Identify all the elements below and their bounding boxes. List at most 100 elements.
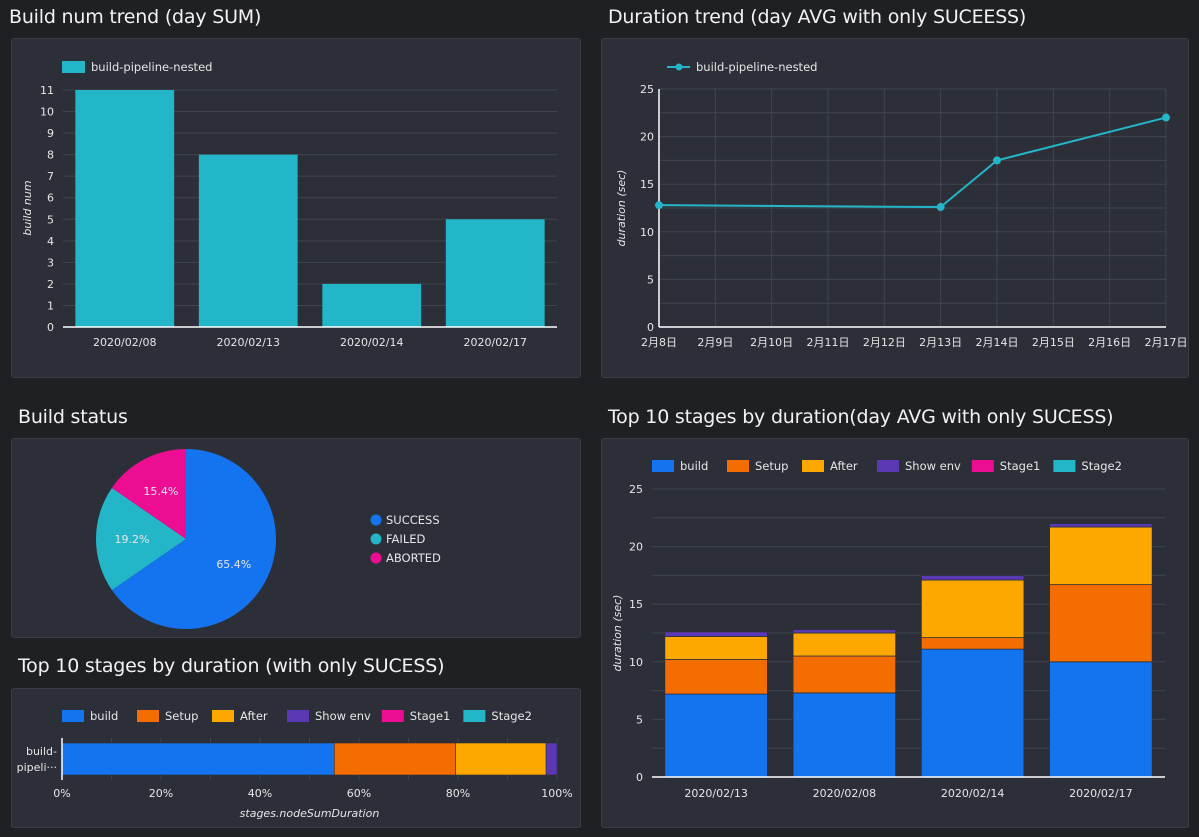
y-tick-label: 9 <box>47 127 54 140</box>
x-tick-label: 2月8日 <box>641 336 677 349</box>
legend-swatch-show-env[interactable] <box>287 710 309 722</box>
data-point[interactable] <box>655 201 663 210</box>
legend-label: Show env <box>905 459 961 473</box>
bar-segment-show-env[interactable] <box>545 742 558 776</box>
bar-segment-after[interactable] <box>792 632 897 657</box>
bar-segment-setup[interactable] <box>1049 584 1153 663</box>
bar-segment-show-env[interactable] <box>664 631 768 637</box>
x-tick-label: 2020/02/14 <box>941 787 1004 800</box>
bar-segment-after[interactable] <box>455 742 547 776</box>
legend-dot-success[interactable] <box>370 514 382 526</box>
legend-swatch-stage2[interactable] <box>463 710 486 722</box>
bar-segment-setup[interactable] <box>333 742 456 776</box>
bar-segment-after[interactable] <box>1049 526 1153 586</box>
y-tick-label: 7 <box>47 170 54 183</box>
y-tick-label: 25 <box>629 483 643 496</box>
legend-label: After <box>830 459 858 473</box>
x-tick-label: 2020/02/14 <box>340 336 403 349</box>
chart-title-build-status: Build status <box>18 406 128 428</box>
y-axis-title: duration (sec) <box>611 595 624 672</box>
y-tick-label: 15 <box>640 178 654 191</box>
bar-segment-after[interactable] <box>664 636 768 660</box>
pie-slice-failed[interactable] <box>96 487 186 591</box>
bar-segment-setup[interactable] <box>792 655 897 694</box>
legend-swatch-setup[interactable] <box>727 460 749 472</box>
x-tick-label: 100% <box>541 787 572 800</box>
y-tick-label: 0 <box>47 321 54 334</box>
x-tick-label: 0% <box>53 787 70 800</box>
x-tick-label: 2月11日 <box>807 336 850 349</box>
legend-dot-failed[interactable] <box>370 533 382 545</box>
y-tick-label: 2 <box>47 278 54 291</box>
legend-label: Show env <box>315 709 371 723</box>
data-point[interactable] <box>993 156 1001 165</box>
chart-title-build-num-trend: Build num trend (day SUM) <box>9 6 262 28</box>
pie-slice-aborted[interactable] <box>111 449 186 539</box>
y-tick-label: 15 <box>629 598 643 611</box>
bar-segment-show-env[interactable] <box>792 629 897 634</box>
bar-2020/02/14[interactable] <box>322 283 422 327</box>
legend-label: build <box>90 709 118 723</box>
legend-swatch-after[interactable] <box>212 710 234 722</box>
pie-label-success: 65.4% <box>216 558 251 571</box>
legend-dot-aborted[interactable] <box>370 552 382 564</box>
x-tick-label: 20% <box>149 787 173 800</box>
y-category-label: build- <box>26 745 57 758</box>
bar-segment-after[interactable] <box>920 579 1025 639</box>
x-tick-label: 2月14日 <box>976 336 1019 349</box>
pie-label-aborted: 15.4% <box>143 485 178 498</box>
y-tick-label: 11 <box>40 84 54 97</box>
y-category-label: pipeli··· <box>17 761 57 774</box>
x-tick-label: 40% <box>248 787 272 800</box>
data-point[interactable] <box>936 203 945 212</box>
legend-swatch-build[interactable] <box>652 460 674 472</box>
bar-2020/02/08[interactable] <box>75 90 175 327</box>
legend-swatch-build-pipeline-nested[interactable] <box>62 61 85 73</box>
x-tick-label: 2月17日 <box>1145 336 1188 349</box>
y-tick-label: 0 <box>647 321 654 334</box>
legend-label: build <box>680 459 708 473</box>
legend-swatch-stage1[interactable] <box>971 460 994 472</box>
legend-label: SUCCESS <box>386 513 440 527</box>
y-tick-label: 1 <box>47 299 54 312</box>
x-tick-label: 2月16日 <box>1088 336 1131 349</box>
bar-segment-build[interactable] <box>1049 661 1153 778</box>
y-tick-label: 25 <box>640 83 654 96</box>
legend-label: Setup <box>165 709 198 723</box>
x-tick-label: 2020/02/13 <box>684 787 747 800</box>
legend-label: Setup <box>755 459 788 473</box>
y-tick-label: 20 <box>629 541 643 554</box>
bar-segment-show-env[interactable] <box>920 575 1025 581</box>
x-tick-label: 2020/02/08 <box>93 336 156 349</box>
legend-swatch-setup[interactable] <box>137 710 159 722</box>
x-tick-label: 2月10日 <box>750 336 793 349</box>
x-tick-label: 2020/02/17 <box>464 336 527 349</box>
legend-swatch-stage1[interactable] <box>381 710 404 722</box>
x-tick-label: 2020/02/13 <box>217 336 280 349</box>
bar-segment-build[interactable] <box>920 648 1025 778</box>
bar-segment-setup[interactable] <box>920 637 1025 650</box>
pie-slice-success[interactable] <box>111 449 276 629</box>
legend-swatch-stage2[interactable] <box>1053 460 1076 472</box>
y-tick-label: 8 <box>47 149 54 162</box>
series-line-build-pipeline-nested[interactable] <box>658 116 1167 209</box>
data-point[interactable] <box>1162 113 1170 122</box>
y-tick-label: 20 <box>640 131 654 144</box>
y-tick-label: 10 <box>640 226 654 239</box>
legend-label: build-pipeline-nested <box>696 60 817 74</box>
pie-label-failed: 19.2% <box>115 533 150 546</box>
bar-segment-build[interactable] <box>792 692 897 778</box>
bar-segment-build[interactable] <box>61 742 335 776</box>
legend-swatch-after[interactable] <box>802 460 824 472</box>
bar-segment-build[interactable] <box>664 693 768 778</box>
bar-segment-setup[interactable] <box>664 659 768 695</box>
x-tick-label: 2月15日 <box>1032 336 1075 349</box>
legend-swatch-build[interactable] <box>62 710 84 722</box>
bar-2020/02/13[interactable] <box>198 154 298 327</box>
legend-label: FAILED <box>386 532 425 546</box>
legend-swatch-show-env[interactable] <box>877 460 899 472</box>
bar-segment-show-env[interactable] <box>1049 523 1153 528</box>
y-axis-title: duration (sec) <box>615 170 628 247</box>
bar-2020/02/17[interactable] <box>445 219 545 327</box>
y-tick-label: 5 <box>636 713 643 726</box>
